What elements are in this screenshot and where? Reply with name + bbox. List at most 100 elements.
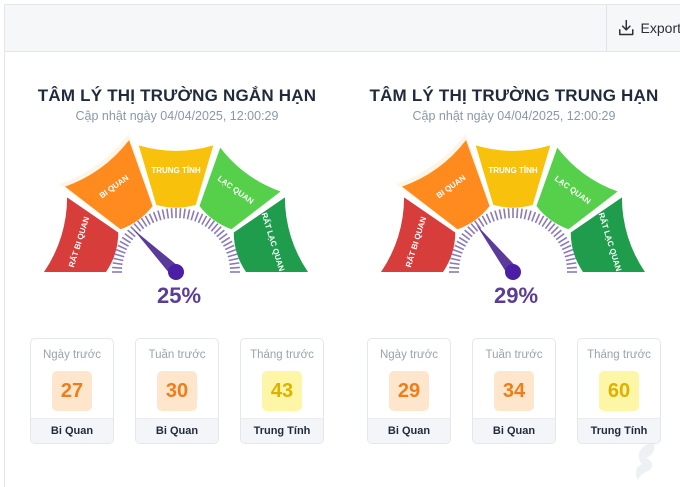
gauge-needle-hub (505, 264, 521, 280)
gauge-tick (140, 217, 148, 228)
gauge-needle (476, 224, 518, 276)
gauge-tick (227, 253, 238, 258)
gauge-percentage: 25% (156, 283, 202, 308)
history-card-day: Ngày trước 29 Bi Quan (367, 338, 451, 444)
gauge-tick (544, 220, 552, 230)
gauge-tick (467, 226, 476, 235)
gauge-tick (228, 257, 239, 262)
gauge-tick (450, 257, 461, 262)
gauge-tick (161, 209, 166, 220)
history-card-value: 34 (494, 371, 534, 411)
gauge-tick (489, 211, 495, 222)
gauge-tick (137, 220, 145, 230)
gauge-zone-label: TRUNG TÍNH (488, 166, 538, 175)
history-card-value: 43 (262, 371, 302, 411)
history-card-status: Trung Tính (241, 418, 323, 443)
gauge-zone-2 (402, 140, 490, 230)
history-card-status: Bi Quan (473, 418, 555, 443)
history-card-value: 30 (157, 371, 197, 411)
gauge-zone-5 (233, 197, 308, 272)
gauge-needle (133, 229, 181, 277)
gauge-tick (523, 209, 528, 220)
gauge-zone-5 (570, 197, 645, 272)
gauge-tick (144, 215, 151, 225)
gauge-tick (152, 211, 158, 222)
gauge-tick (121, 236, 132, 244)
gauge-tick (182, 208, 186, 219)
gauge-tick (113, 257, 124, 262)
gauge-tick (550, 226, 559, 235)
gauge-tick (531, 211, 537, 222)
gauge-title: TÂM LÝ THỊ TRƯỜNG NGẮN HẠN (37, 86, 317, 105)
gauge-tick (555, 233, 565, 241)
gauge-tick (461, 233, 471, 241)
gauge-tick (503, 208, 507, 219)
history-card-status: Bi Quan (368, 418, 450, 443)
gauge-tick (494, 210, 499, 221)
history-card-value: 60 (599, 371, 639, 411)
gauge-tick (451, 253, 462, 258)
history-card-month: Tháng trước 43 Trung Tính (240, 338, 324, 444)
history-card-month: Tháng trước 60 Trung Tính (577, 338, 661, 444)
gauge-needle-hub (168, 264, 184, 280)
gauge-tick (201, 215, 208, 225)
export-button[interactable]: Export (606, 5, 680, 51)
history-card-status: Bi Quan (31, 418, 113, 443)
gauge-tick (170, 208, 173, 219)
gauge-tick (223, 240, 233, 247)
gauge-tick (112, 266, 123, 269)
gauge-tick (454, 244, 465, 251)
brand-watermark-icon (635, 444, 655, 480)
gauge-tick (474, 220, 482, 230)
gauge-tick (229, 266, 240, 269)
gauge-tick (204, 217, 212, 228)
gauge-tick (207, 220, 215, 230)
gauge-zone-2 (65, 140, 153, 230)
updated-timestamp: Cập nhật ngày 04/04/2025, 12:00:29 (412, 109, 616, 123)
gauge-tick (456, 240, 466, 247)
gauge-tick (186, 209, 191, 220)
gauge-tick (114, 253, 125, 258)
gauge-tick (197, 213, 204, 224)
gauge-tick (561, 244, 572, 251)
gauge-panel-short-term: TÂM LÝ THỊ TRƯỜNG NGẮN HẠN Cập nhật ngày… (7, 52, 347, 482)
gauge-zone-3 (475, 145, 551, 208)
gauge-tick (563, 248, 574, 254)
gauge-tick (519, 208, 523, 219)
gauge-tick (565, 257, 576, 262)
history-card-label: Tháng trước (250, 349, 314, 361)
gauge-tick (449, 266, 460, 269)
gauge-tick (566, 266, 577, 269)
download-icon (619, 19, 634, 36)
gauge-zone-4 (199, 147, 281, 230)
history-card-week: Tuần trước 34 Bi Quan (472, 338, 556, 444)
gauge-tick (498, 209, 503, 220)
gauge-tick (538, 215, 545, 225)
gauge-tick (190, 210, 195, 221)
history-card-label: Tuần trước (148, 349, 206, 361)
gauge-tick (220, 236, 231, 244)
gauge-tick (115, 248, 126, 254)
gauge-tick (226, 248, 237, 254)
gauge-tick (224, 244, 235, 251)
gauge-tick (477, 217, 485, 228)
gauge-tick (507, 208, 510, 219)
export-label: Export (640, 20, 680, 36)
history-card-week: Tuần trước 30 Bi Quan (135, 338, 219, 444)
gauge-tick (553, 229, 562, 238)
gauge-tick (541, 217, 549, 228)
gauge-tick (119, 240, 129, 247)
gauge-zone-label: TRUNG TÍNH (151, 166, 201, 175)
gauge-tick (213, 226, 222, 235)
gauge-tick (194, 211, 200, 222)
gauge-tick (210, 223, 219, 232)
gauge-tick (527, 210, 532, 221)
gauge-tick (148, 213, 155, 224)
updated-timestamp: Cập nhật ngày 04/04/2025, 12:00:29 (75, 109, 279, 123)
gauge-percentage: 29% (493, 283, 539, 308)
history-card-value: 27 (52, 371, 92, 411)
gauge-tick (481, 215, 488, 225)
gauge-zone-3 (138, 145, 214, 208)
gauge-tick (564, 253, 575, 258)
